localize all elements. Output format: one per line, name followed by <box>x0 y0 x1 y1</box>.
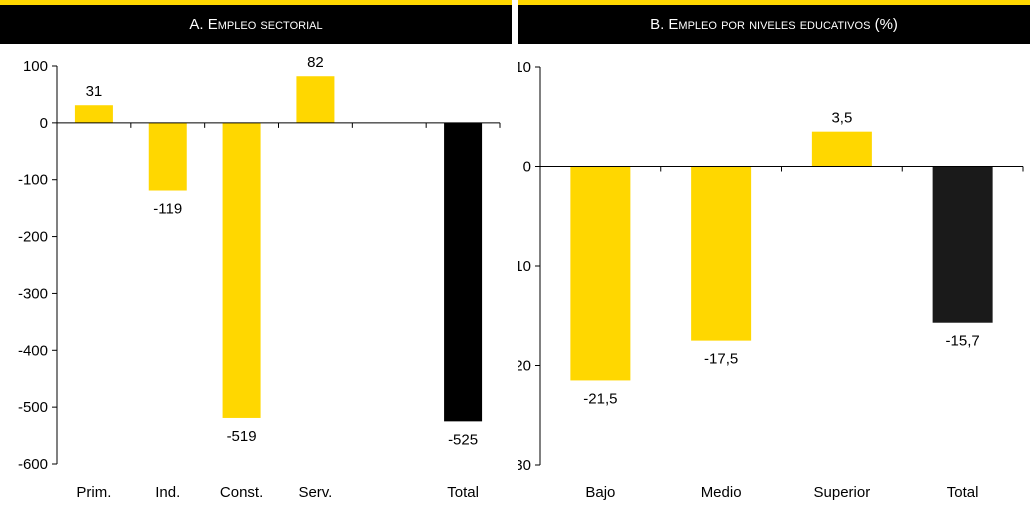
data-label: 82 <box>307 54 324 71</box>
bar-chart-a: 100 0 -100 -200 -300 -400 -500 -600 31 -119 -519 82… <box>18 54 501 501</box>
y-tick-label: -10 <box>518 258 531 275</box>
bar <box>222 122 261 418</box>
x-tick-label: Total <box>947 484 979 501</box>
y-tick-label: 10 <box>518 59 531 76</box>
y-tick-label: 100 <box>23 58 48 75</box>
data-label: -17,5 <box>704 351 738 368</box>
data-label: 31 <box>86 83 103 100</box>
y-tick-label: 0 <box>40 115 48 132</box>
y-tick-label: -600 <box>18 456 48 473</box>
bar <box>74 105 113 123</box>
y-tick-label: -200 <box>18 229 48 246</box>
accent-bar <box>0 0 512 5</box>
y-tick-label: -500 <box>18 399 48 416</box>
y-tick-label: -300 <box>18 285 48 302</box>
accent-bar <box>518 0 1030 5</box>
bar <box>296 76 335 123</box>
data-label: -525 <box>448 431 478 448</box>
bar <box>148 122 187 191</box>
bar <box>811 131 872 167</box>
bar <box>932 166 993 323</box>
x-tick-label: Prim. <box>76 484 111 501</box>
chart-panel-b: B. Empleo por niveles educativos (%) 10 0… <box>518 0 1030 506</box>
x-tick-label: Serv. <box>298 484 332 501</box>
x-tick-label: Ind. <box>155 484 180 501</box>
data-label: -15,7 <box>946 333 980 350</box>
data-label: -519 <box>227 428 257 445</box>
bar-chart-b: 10 0 -10 -20 -30 -21,5 -17,5 3,5 -15,7 Bajo Medio S… <box>518 59 1024 501</box>
data-label: -119 <box>153 201 182 218</box>
data-label: -21,5 <box>583 390 617 407</box>
bar <box>691 166 752 341</box>
x-tick-label: Medio <box>701 484 742 501</box>
x-tick-label: Superior <box>814 484 871 501</box>
chart-panel-a: A. Empleo sectorial 100 0 -100 -200 -300 -400… <box>0 0 512 506</box>
x-tick-label: Total <box>447 484 479 501</box>
chart-title: B. Empleo por niveles educativos (%) <box>518 5 1030 44</box>
bar <box>570 166 631 381</box>
y-tick-label: -20 <box>518 358 531 375</box>
bar <box>444 122 483 422</box>
y-tick-label: -400 <box>18 342 48 359</box>
x-tick-label: Const. <box>220 484 263 501</box>
data-label: 3,5 <box>831 110 852 127</box>
chart-title: A. Empleo sectorial <box>0 5 512 44</box>
x-tick-label: Bajo <box>585 484 615 501</box>
y-tick-label: 0 <box>523 159 531 176</box>
y-tick-label: -30 <box>518 457 531 474</box>
y-tick-label: -100 <box>18 172 48 189</box>
